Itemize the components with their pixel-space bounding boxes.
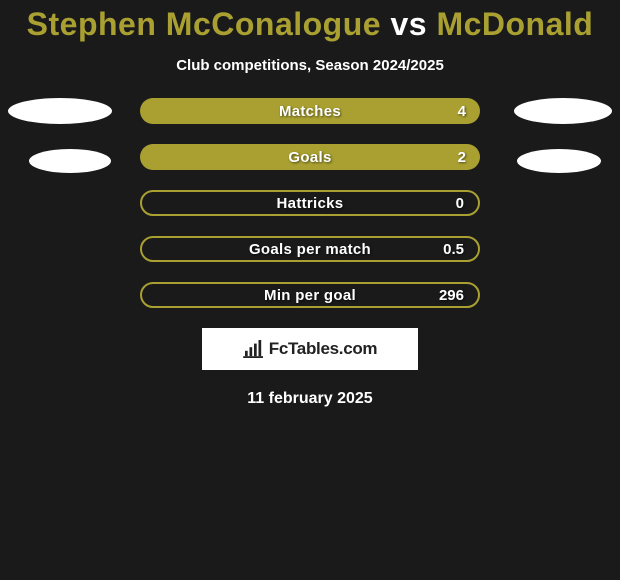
stat-bar-value: 0.5 <box>443 241 464 258</box>
stat-bar-label: Min per goal <box>264 287 356 304</box>
stat-bar-label: Goals per match <box>249 241 371 258</box>
stat-bar: Matches 4 <box>140 98 480 124</box>
stat-bar-value: 0 <box>456 195 464 212</box>
bars-container: Matches 4 Goals 2 Hattricks 0 Goals per match 0… <box>140 98 480 308</box>
stat-bar-value: 4 <box>458 103 466 120</box>
stat-bar: Goals per match 0.5 <box>140 236 480 262</box>
right-oval-2 <box>517 149 601 173</box>
footer-date: 11 february 2025 <box>0 390 620 408</box>
comparison-title: Stephen McConalogue vs McDonald <box>0 0 620 43</box>
stat-bar-label: Goals <box>288 149 331 166</box>
stat-bar-value: 296 <box>439 287 464 304</box>
right-oval-1 <box>514 98 612 124</box>
left-oval-1 <box>8 98 112 124</box>
player-right-name: McDonald <box>436 6 593 42</box>
stat-bar-label: Matches <box>279 103 341 120</box>
left-oval-2 <box>29 149 111 173</box>
stat-bar: Hattricks 0 <box>140 190 480 216</box>
stat-bar-value: 2 <box>458 149 466 166</box>
title-vs: vs <box>390 6 427 42</box>
logo-text: FcTables.com <box>269 339 378 359</box>
subtitle: Club competitions, Season 2024/2025 <box>0 57 620 74</box>
bar-chart-icon <box>243 340 265 358</box>
stat-bar: Min per goal 296 <box>140 282 480 308</box>
stat-bar-label: Hattricks <box>277 195 344 212</box>
chart-area: Matches 4 Goals 2 Hattricks 0 Goals per match 0… <box>0 98 620 308</box>
stat-bar: Goals 2 <box>140 144 480 170</box>
logo-box[interactable]: FcTables.com <box>202 328 418 370</box>
player-left-name: Stephen McConalogue <box>27 6 381 42</box>
